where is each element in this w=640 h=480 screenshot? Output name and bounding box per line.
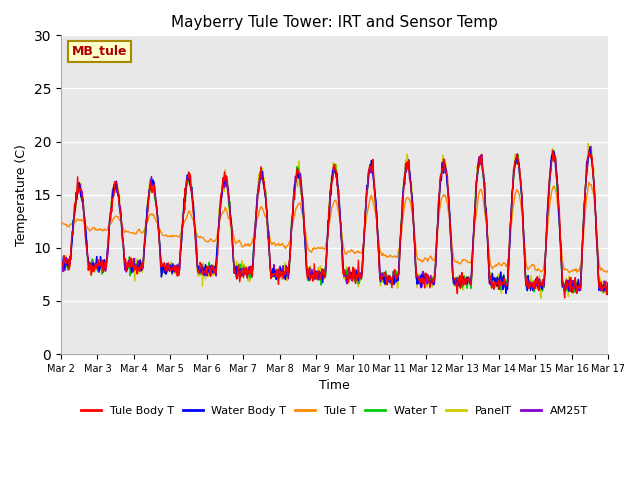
Title: Mayberry Tule Tower: IRT and Sensor Temp: Mayberry Tule Tower: IRT and Sensor Temp (171, 15, 498, 30)
PanelT (537, 295, 545, 301)
AM25T (208, 271, 216, 276)
PanelT (208, 269, 216, 275)
PanelT (179, 211, 186, 216)
Tule Body T (57, 262, 65, 267)
AM25T (67, 257, 75, 263)
Text: MB_tule: MB_tule (72, 45, 127, 58)
Tule Body T (604, 281, 612, 287)
PanelT (401, 168, 409, 174)
Tule Body T (417, 276, 425, 282)
Tule Body T (561, 295, 568, 301)
Water T (57, 261, 65, 266)
Tule Body T (549, 147, 557, 153)
Water T (600, 290, 607, 296)
AM25T (601, 288, 609, 294)
Water T (124, 264, 131, 270)
Water Body T (57, 264, 65, 269)
Water T (604, 287, 612, 292)
AM25T (417, 285, 425, 291)
AM25T (604, 280, 612, 286)
Water Body T (604, 280, 612, 286)
PanelT (417, 281, 425, 287)
Water Body T (124, 267, 131, 273)
Water T (417, 275, 425, 281)
Water Body T (401, 174, 409, 180)
Tule Body T (401, 171, 409, 177)
Tule Body T (208, 262, 216, 268)
Tule T (208, 237, 216, 243)
AM25T (179, 222, 186, 228)
X-axis label: Time: Time (319, 379, 350, 392)
Tule T (57, 219, 65, 225)
Water Body T (208, 265, 216, 271)
Water T (588, 144, 595, 149)
Line: Water T: Water T (61, 146, 608, 293)
AM25T (586, 144, 593, 149)
Line: Water Body T: Water Body T (61, 149, 608, 293)
Tule T (565, 270, 573, 276)
Tule T (585, 180, 593, 185)
PanelT (124, 259, 131, 264)
Tule T (124, 229, 131, 235)
Water Body T (586, 146, 593, 152)
AM25T (57, 266, 65, 272)
Line: Tule T: Tule T (61, 182, 608, 273)
Tule Body T (67, 251, 75, 256)
Tule T (67, 221, 75, 227)
AM25T (401, 181, 409, 187)
Tule Body T (124, 260, 131, 266)
Water Body T (417, 273, 425, 278)
Water T (401, 174, 409, 180)
Water T (67, 251, 75, 256)
Water Body T (179, 220, 186, 226)
AM25T (124, 264, 131, 270)
Tule T (604, 268, 612, 274)
Tule T (179, 224, 186, 230)
PanelT (57, 260, 65, 265)
Tule T (401, 201, 409, 207)
Legend: Tule Body T, Water Body T, Tule T, Water T, PanelT, AM25T: Tule Body T, Water Body T, Tule T, Water… (76, 401, 593, 420)
Line: Tule Body T: Tule Body T (61, 150, 608, 298)
Water T (179, 219, 186, 225)
Water Body T (502, 290, 510, 296)
Tule T (417, 258, 425, 264)
PanelT (604, 287, 612, 293)
Water Body T (67, 253, 75, 259)
Line: AM25T: AM25T (61, 146, 608, 291)
Water T (208, 270, 216, 276)
Tule Body T (179, 221, 186, 227)
PanelT (67, 252, 75, 257)
PanelT (584, 141, 592, 146)
Y-axis label: Temperature (C): Temperature (C) (15, 144, 28, 246)
Line: PanelT: PanelT (61, 144, 608, 298)
